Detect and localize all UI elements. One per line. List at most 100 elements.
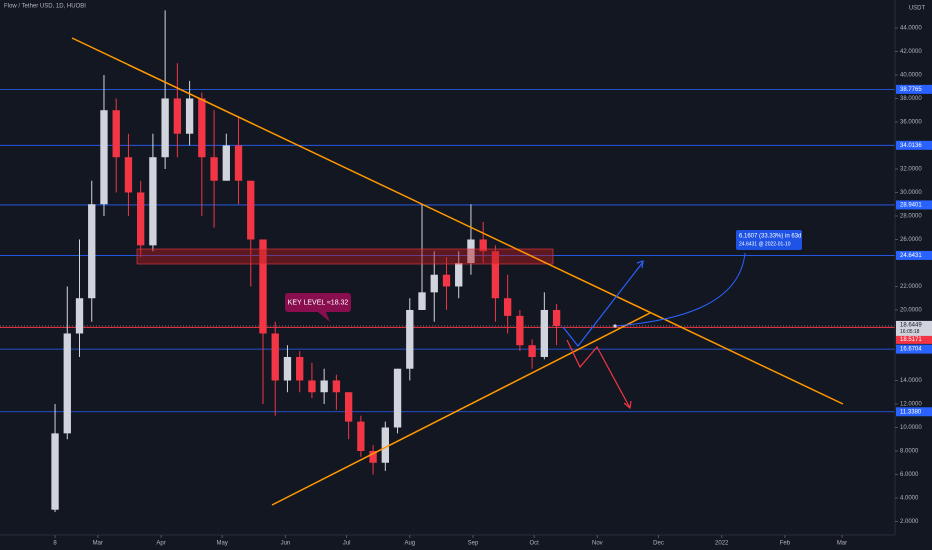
candle-body	[210, 157, 218, 181]
y-tick-label: 8.0000	[900, 449, 919, 455]
candle-body	[344, 392, 353, 422]
candle-body	[320, 380, 328, 393]
x-tick-label: Nov	[592, 541, 603, 547]
chart-title: Flow / Tether USD, 1D, HUOBI	[4, 4, 86, 10]
callout-pointer	[318, 312, 330, 322]
candle-body	[540, 309, 549, 357]
candle-body	[247, 180, 255, 240]
y-tick-label: 28.0000	[900, 214, 922, 220]
currency-label: USDT	[909, 6, 926, 12]
price-label: 16.6704	[900, 347, 922, 353]
alert-label: 18.5171	[900, 337, 922, 343]
candle-body	[296, 356, 304, 381]
target-text: 6.1607 (33.33%) in 63d	[739, 234, 801, 240]
price-label-box	[896, 344, 932, 354]
x-tick-label: Apr	[156, 541, 165, 547]
descending-trendline	[71, 37, 844, 405]
candle-body	[332, 380, 341, 393]
resistance-zone	[136, 248, 554, 265]
y-tick-label: 4.0000	[900, 496, 919, 502]
bull-projection	[562, 261, 644, 347]
candle-body	[185, 98, 194, 134]
y-tick-label: 42.0000	[900, 49, 922, 55]
candle-body	[222, 145, 230, 181]
price-label: 11.3380	[900, 409, 922, 415]
y-tick-label: 32.0000	[900, 167, 922, 173]
candle-body	[271, 333, 279, 381]
candle-body	[161, 98, 169, 158]
candle-body	[503, 298, 512, 316]
target-box	[736, 230, 802, 250]
x-tick-label: 2022	[715, 541, 729, 547]
x-tick-label: Jun	[281, 541, 291, 547]
target-text: 24.6431 @ 2022-01-10	[739, 241, 791, 247]
candle-body	[137, 192, 145, 246]
x-tick-label: Oct	[529, 541, 539, 547]
price-label: 28.9401	[900, 203, 922, 209]
x-tick-label: Mar	[837, 541, 847, 547]
candle-body	[234, 145, 243, 181]
candle-body	[430, 274, 438, 293]
candle-body	[479, 239, 487, 252]
y-tick-label: 14.0000	[900, 378, 922, 384]
candle-body	[418, 292, 426, 310]
candle-body	[369, 450, 377, 463]
candle-body	[100, 110, 108, 205]
y-tick-label: 10.0000	[900, 425, 922, 431]
price-label-box	[896, 407, 932, 417]
price-label: 38.7765	[900, 87, 922, 93]
anchor-point	[613, 324, 617, 328]
last-price-box	[896, 320, 932, 336]
price-label: 24.6431	[900, 253, 922, 259]
y-tick-label: 12.0000	[900, 402, 922, 408]
target-curve	[614, 252, 746, 327]
x-tick-label: Aug	[404, 541, 415, 547]
y-tick-label: 44.0000	[900, 26, 922, 32]
plot-area	[0, 10, 895, 513]
bear-projection	[566, 339, 631, 409]
x-tick-label: Feb	[780, 541, 791, 547]
last-price-label: 18.6449	[900, 322, 922, 328]
price-label-box	[896, 250, 932, 260]
arrow-head	[623, 400, 632, 410]
y-tick-label: 26.0000	[900, 237, 922, 243]
y-tick-label: 36.0000	[900, 120, 922, 126]
x-tick-label: 8	[53, 541, 57, 547]
candle-body	[88, 204, 96, 299]
candle-body	[467, 239, 475, 263]
candle-body	[124, 157, 133, 193]
countdown-label: 16:05:18	[900, 329, 920, 335]
key-level-callout	[285, 293, 351, 312]
y-tick-label: 2.0000	[900, 519, 919, 525]
candle-body	[149, 157, 157, 246]
candle-body	[198, 98, 206, 158]
key-level-text: KEY LEVEL ≈18.32	[288, 299, 349, 306]
x-tick-label: Dec	[653, 541, 664, 547]
candle-body	[173, 98, 182, 134]
price-label-box	[896, 200, 932, 210]
candle-body	[491, 251, 500, 299]
candle-body	[75, 298, 84, 334]
candle-body	[442, 274, 451, 287]
alert-label-box	[896, 334, 932, 344]
candle-body	[455, 262, 463, 287]
y-tick-label: 38.0000	[900, 96, 922, 102]
candle-body	[516, 315, 524, 346]
y-tick-label: 6.0000	[900, 472, 919, 478]
candle-body	[381, 427, 389, 463]
ascending-trendline	[271, 312, 651, 506]
x-tick-label: May	[217, 541, 228, 547]
candle-body	[283, 356, 292, 381]
arrow-head	[636, 260, 644, 269]
candle-body	[393, 368, 402, 428]
axes: 44.0000 42.0000 40.0000 38.0000 36.0000 32.00…	[53, 26, 932, 547]
x-tick-label: Sep	[468, 541, 479, 547]
y-tick-label: 30.0000	[900, 190, 922, 196]
x-tick-label: Jul	[343, 541, 351, 547]
y-tick-label: 22.0000	[900, 284, 922, 290]
candle-body	[112, 110, 120, 158]
candle-body	[63, 333, 71, 434]
y-tick-label: 20.0000	[900, 308, 922, 314]
price-label-box	[896, 140, 932, 150]
